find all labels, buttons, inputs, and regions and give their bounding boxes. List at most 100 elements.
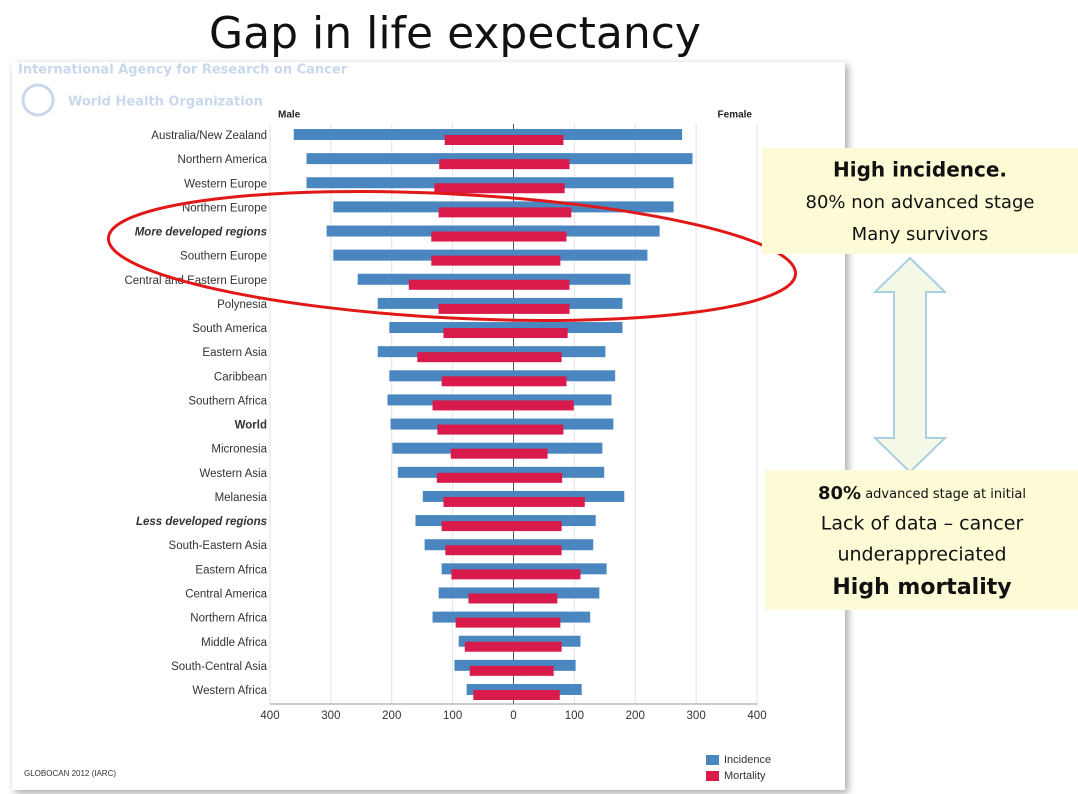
bar [513,472,563,483]
female-label: Female [718,110,753,121]
category-label: Micronesia [211,444,267,456]
bar [513,641,562,652]
plot: 400 300 200 100 0 100 200 300 400 Australia/New Z… [124,124,771,782]
bar [389,322,514,334]
x-tick-label: 200 [626,710,645,722]
x-tick-label: 100 [565,710,584,722]
box-top-line: 80% non advanced stage [806,192,1035,213]
x-tick-label: 400 [747,710,766,722]
bar [513,255,561,266]
bar [513,231,567,242]
bar [293,129,514,140]
bar [306,177,514,189]
legend-swatch [706,755,719,765]
bar [438,207,514,218]
category-label: Western Europe [184,178,267,190]
x-tick-label: 300 [321,710,340,722]
category-label: Middle Africa [201,637,267,649]
category-label: Central America [185,589,267,601]
slide-title: Gap in life expectancy [209,8,701,59]
bar [444,135,514,145]
bar [513,424,564,435]
bar [513,496,585,507]
bar [513,394,612,406]
bar [431,255,514,266]
bar [454,659,514,671]
box-bottom [765,470,1078,610]
bar [464,641,514,652]
bar [466,683,514,695]
bar [513,322,623,334]
legend-swatch [706,771,719,781]
bar [513,159,570,170]
bar [390,418,514,430]
bar [513,297,623,309]
bar [431,231,514,242]
who-label: World Health Organization [68,95,263,110]
bar [436,472,514,483]
box-bottom-line: underappreciated [837,544,1006,566]
bar [397,466,514,478]
iarc-header: International Agency for Research on Can… [18,63,348,78]
bar [441,563,514,575]
category-label: World [235,420,267,432]
bar [326,225,514,237]
category-label: More developed regions [135,227,267,239]
bar [513,352,562,363]
bar [408,279,514,290]
bar [513,587,600,599]
bar [469,665,514,676]
footnote: GLOBOCAN 2012 (IARC) [24,769,116,778]
male-label: Male [278,110,301,121]
category-label: Southern Europe [180,251,267,263]
bar [357,273,514,285]
box-bottom-rest: advanced stage at initial [861,487,1026,502]
bar [437,424,514,435]
bar [438,303,514,314]
category-label: Western Asia [199,468,267,480]
bar [333,201,514,213]
category-label: Polynesia [217,299,267,311]
x-tick-label: 0 [510,710,516,722]
bar [513,183,565,194]
bar [513,129,683,140]
bar [473,689,514,700]
bar [513,515,596,527]
bar [513,665,554,676]
bar [417,352,514,363]
bar [513,279,570,290]
bar [513,207,572,218]
bar [513,689,560,700]
bar [513,611,591,623]
bar [333,249,514,261]
bar [513,539,594,551]
bar [438,587,514,599]
highlight-ellipse [106,190,798,322]
bar [377,346,514,358]
bar [415,515,514,527]
category-label: Eastern Africa [195,564,267,576]
bar [513,376,567,387]
category-label: Melanesia [215,492,268,504]
category-label: South-Central Asia [171,661,267,673]
bar [513,569,581,580]
bar [434,183,514,194]
category-label: Northern America [178,154,268,166]
x-tick-label: 100 [443,710,462,722]
bar [513,448,548,459]
bar [432,611,514,623]
bar [513,563,607,575]
box-bottom-line: 80% advanced stage at initial [818,483,1026,504]
bar [513,303,570,314]
legend-label: Incidence [724,754,771,766]
double-arrow [872,256,948,474]
box-bottom-line: Lack of data – cancer [821,513,1024,535]
bar [513,249,648,261]
category-label: Australia/New Zealand [151,130,267,142]
bar [445,545,514,556]
bar [389,370,514,382]
bar [441,521,514,532]
bar [422,490,514,502]
bar [513,635,581,647]
category-label: Eastern Asia [202,347,267,359]
